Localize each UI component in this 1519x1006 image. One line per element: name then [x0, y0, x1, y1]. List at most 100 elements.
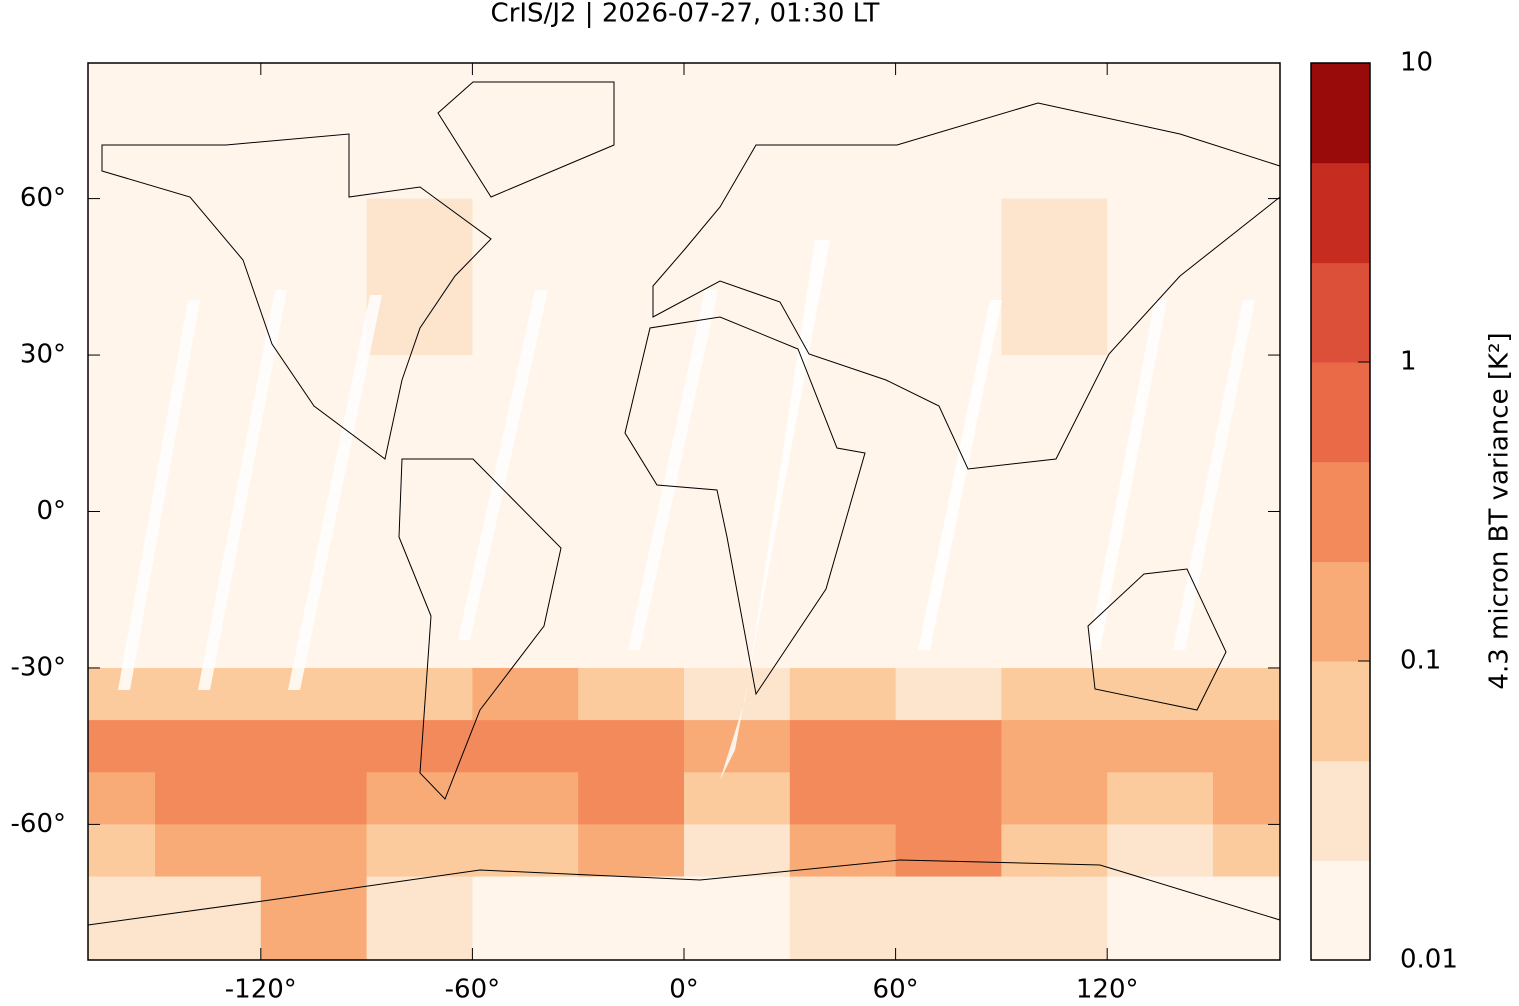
colorbar-label: 4.3 micron BT variance [K²]	[1485, 332, 1515, 689]
map-cell	[88, 198, 156, 356]
swath-gaps	[118, 240, 1255, 780]
map-cells	[88, 63, 1281, 961]
map-cell	[1107, 824, 1214, 878]
map-cell	[366, 63, 473, 200]
colorbar-band	[1311, 63, 1370, 164]
colorbar-band	[1311, 561, 1370, 662]
map-cell	[1001, 720, 1108, 773]
map-cell	[260, 63, 368, 200]
map-cell	[155, 198, 262, 356]
map-cell	[366, 720, 473, 773]
map-cell	[472, 876, 579, 961]
map-cell	[895, 667, 1002, 721]
map-cell	[1107, 720, 1214, 773]
x-tick-label: -120°	[225, 975, 297, 1003]
map-cell	[578, 720, 685, 773]
map-cell	[88, 720, 156, 773]
map-cell	[155, 772, 262, 825]
map-cell	[684, 63, 791, 200]
map-cell	[1001, 824, 1108, 878]
map-cell	[155, 824, 262, 878]
map-cell	[155, 720, 262, 773]
map-cell	[1107, 772, 1214, 825]
map-cell	[472, 667, 579, 721]
colorbar	[1311, 63, 1370, 961]
map-cell	[789, 511, 897, 669]
map-cell	[684, 876, 791, 961]
map-cell	[1001, 355, 1108, 512]
chart-title: CrIS/J2 | 2026-07-27, 01:30 LT	[491, 0, 880, 29]
map-cell	[366, 876, 473, 961]
x-tick-label: 60°	[873, 975, 919, 1003]
map-cell	[1001, 876, 1108, 961]
y-tick-label: 30°	[20, 340, 66, 370]
map-cell	[895, 772, 1002, 825]
map-cell	[684, 824, 791, 878]
map-cell	[578, 667, 685, 721]
map-cell	[789, 824, 897, 878]
map-cell	[895, 824, 1002, 878]
map-cell	[789, 876, 897, 961]
coastlines	[87, 81, 1281, 926]
map-cell	[472, 720, 579, 773]
map-cell	[789, 772, 897, 825]
map-cell	[1212, 824, 1281, 878]
y-tick-label: -30°	[11, 652, 66, 682]
map-cell	[578, 198, 685, 356]
map-cell	[578, 63, 685, 200]
colorbar-band	[1311, 362, 1370, 463]
map-cell	[789, 63, 897, 200]
x-tick-label: 0°	[669, 975, 699, 1003]
map-cell	[88, 772, 156, 825]
map-cell	[1212, 772, 1281, 825]
colorbar-band	[1311, 262, 1370, 363]
map-cell	[1107, 876, 1214, 961]
map-cell	[88, 63, 156, 200]
map-cell	[155, 63, 262, 200]
colorbar-frame	[1310, 62, 1371, 961]
map-cell	[1107, 63, 1214, 200]
map-cell	[88, 355, 156, 512]
colorbar-band	[1311, 461, 1370, 563]
map-cell	[684, 667, 791, 721]
x-tick-label: 120°	[1076, 975, 1139, 1003]
colorbar-tick-label: 1	[1400, 347, 1417, 377]
map-cell	[366, 198, 473, 356]
map-cell	[1001, 667, 1108, 721]
map-cell	[789, 355, 897, 512]
map-cell	[260, 876, 368, 961]
map-cell	[1212, 63, 1281, 200]
map-cell	[1001, 63, 1108, 200]
map-cell	[578, 824, 685, 878]
map-cell	[260, 824, 368, 878]
map-cell	[366, 824, 473, 878]
map-cell	[1212, 511, 1281, 669]
colorbar-tick-label: 10	[1400, 48, 1433, 78]
map-cell	[260, 772, 368, 825]
map-cell	[366, 355, 473, 512]
map-cell	[1212, 667, 1281, 721]
map-cell	[684, 772, 791, 825]
map-cell	[366, 772, 473, 825]
map-cell	[578, 772, 685, 825]
map-cell	[789, 667, 897, 721]
colorbar-tick-label: 0.01	[1400, 945, 1458, 975]
y-tick-label: 0°	[36, 496, 66, 526]
y-tick-label: -60°	[11, 809, 66, 839]
map-cell	[578, 876, 685, 961]
map-cell	[895, 720, 1002, 773]
map-cell	[895, 355, 1002, 512]
map-cell	[1001, 772, 1108, 825]
map-cell	[88, 824, 156, 878]
map-cell	[789, 720, 897, 773]
map-cell	[684, 355, 791, 512]
map-cell	[1212, 720, 1281, 773]
map-cell	[895, 876, 1002, 961]
colorbar-band	[1311, 860, 1370, 961]
map-cell	[260, 720, 368, 773]
map-cell	[366, 511, 473, 669]
map-cell	[472, 772, 579, 825]
colorbar-band	[1311, 760, 1370, 862]
map-cell	[472, 63, 579, 200]
map-cell	[1107, 667, 1214, 721]
